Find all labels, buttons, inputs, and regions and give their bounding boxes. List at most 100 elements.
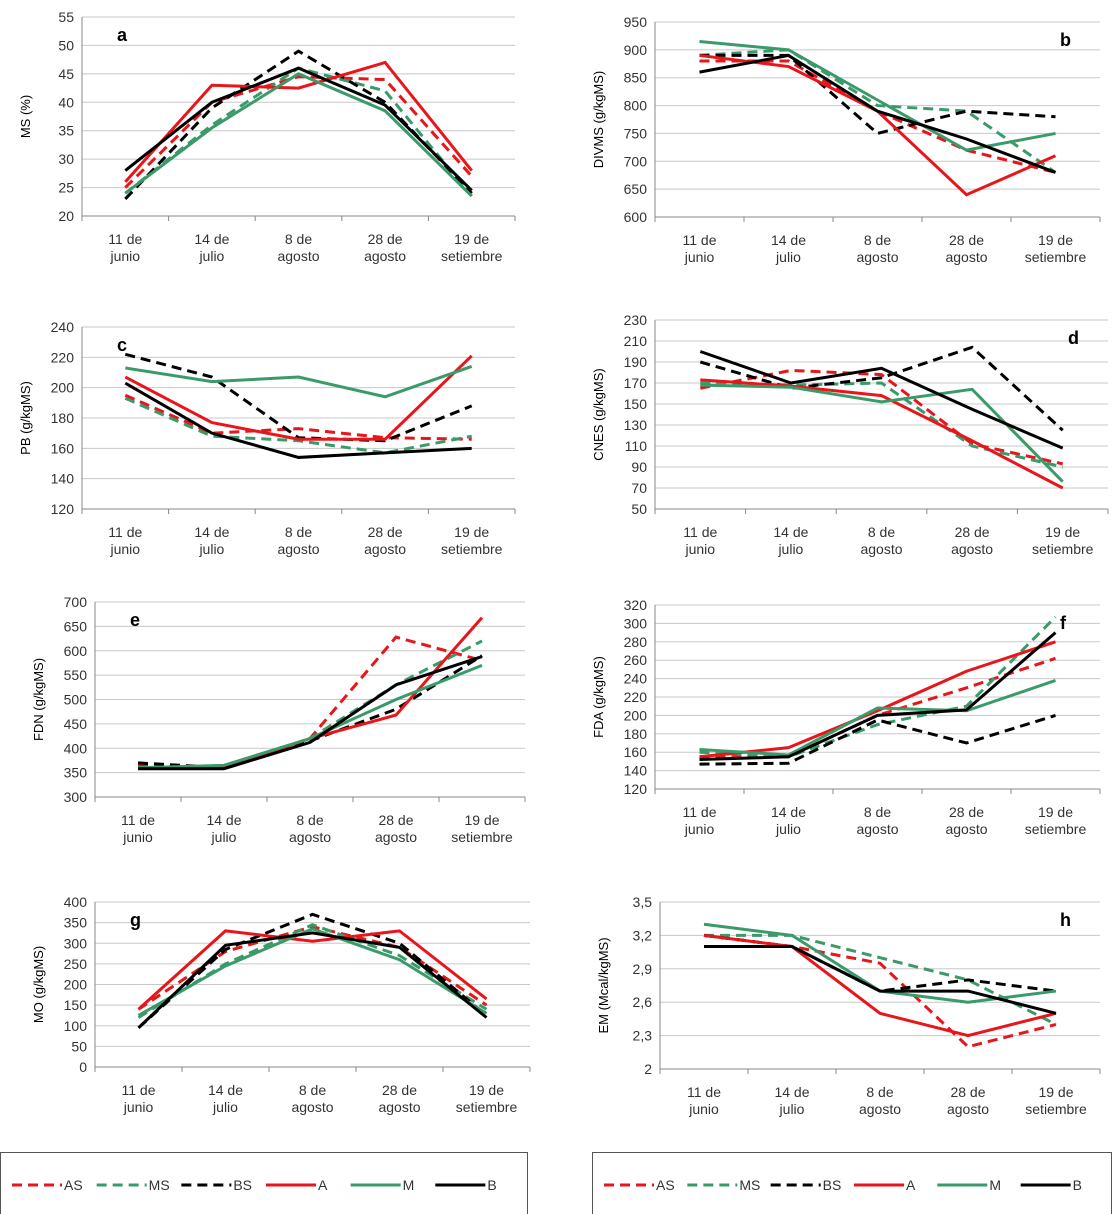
series-line bbox=[124, 381, 472, 459]
legend-label: BS bbox=[233, 1177, 252, 1193]
series-line bbox=[137, 912, 488, 1029]
series-line bbox=[137, 925, 488, 1011]
y-tick-label: 850 bbox=[624, 70, 648, 86]
legend-label: MS bbox=[739, 1177, 760, 1193]
legend-label: MS bbox=[149, 1177, 170, 1193]
y-tick-label: 300 bbox=[64, 935, 88, 951]
y-tick-label: 200 bbox=[51, 380, 75, 396]
x-tick-label: 8 de agosto bbox=[856, 232, 898, 265]
series-line bbox=[137, 927, 488, 1017]
y-tick-label: 3,5 bbox=[633, 894, 653, 910]
y-tick-label: 260 bbox=[624, 652, 648, 668]
series-line bbox=[124, 75, 473, 189]
y-tick-label: 280 bbox=[624, 634, 648, 650]
y-tick-label: 500 bbox=[64, 692, 88, 708]
y-tick-label: 450 bbox=[64, 716, 88, 732]
y-tick-label: 900 bbox=[624, 42, 648, 58]
x-tick-label: 28 de agosto bbox=[375, 812, 417, 845]
y-tick-label: 160 bbox=[51, 440, 75, 456]
series-line bbox=[125, 365, 473, 399]
panel-label: h bbox=[1060, 910, 1071, 930]
legend-label: B bbox=[487, 1177, 496, 1193]
y-tick-label: 550 bbox=[64, 667, 88, 683]
series-line bbox=[703, 933, 1057, 1038]
x-tick-label: 11 de junio bbox=[122, 1082, 156, 1115]
series-line bbox=[700, 378, 1064, 490]
series-line bbox=[138, 616, 484, 770]
y-tick-label: 150 bbox=[64, 997, 88, 1013]
x-tick-label: 19 de setiembre bbox=[1032, 524, 1094, 557]
series-line bbox=[124, 354, 473, 441]
y-axis-title: MO (g/kgMS) bbox=[31, 946, 46, 1023]
series-line bbox=[699, 40, 1056, 152]
x-tick-label: 28 de agosto bbox=[945, 804, 987, 837]
x-tick-label: 28 de agosto bbox=[378, 1082, 420, 1115]
x-tick-label: 11 de junio bbox=[683, 804, 717, 837]
y-tick-label: 650 bbox=[624, 181, 648, 197]
series-line bbox=[124, 60, 473, 183]
y-tick-label: 50 bbox=[71, 1038, 87, 1054]
series-line bbox=[137, 929, 488, 1011]
y-tick-label: 200 bbox=[624, 707, 648, 723]
series-line bbox=[699, 53, 1056, 136]
y-tick-label: 140 bbox=[51, 471, 75, 487]
y-tick-label: 350 bbox=[64, 915, 88, 931]
x-tick-label: 11 de junio bbox=[121, 812, 155, 845]
y-tick-label: 700 bbox=[64, 594, 88, 610]
x-tick-label: 19 de setiembre bbox=[451, 812, 513, 845]
y-tick-label: 160 bbox=[624, 744, 648, 760]
legend-box bbox=[592, 1152, 1112, 1214]
y-tick-label: 240 bbox=[51, 319, 75, 335]
y-tick-label: 220 bbox=[51, 349, 75, 365]
legend-label: A bbox=[318, 1177, 328, 1193]
y-axis-title: MS (%) bbox=[18, 95, 33, 138]
x-tick-label: 8 de agosto bbox=[856, 804, 898, 837]
x-tick-label: 8 de agosto bbox=[277, 231, 319, 264]
panel-label: c bbox=[117, 335, 127, 355]
series-line bbox=[699, 631, 1057, 762]
y-tick-label: 50 bbox=[631, 501, 647, 517]
series-line bbox=[699, 656, 1056, 759]
y-tick-label: 350 bbox=[64, 765, 88, 781]
y-tick-label: 230 bbox=[624, 312, 648, 328]
y-tick-label: 25 bbox=[58, 180, 74, 196]
y-axis-title: EM (Mcal/kgMS) bbox=[596, 937, 611, 1033]
series-line bbox=[703, 933, 1057, 993]
x-tick-label: 14 de julio bbox=[771, 232, 806, 265]
y-tick-label: 400 bbox=[64, 740, 88, 756]
y-tick-label: 0 bbox=[79, 1059, 87, 1075]
y-tick-label: 300 bbox=[624, 615, 648, 631]
y-tick-label: 600 bbox=[64, 643, 88, 659]
x-tick-label: 11 de junio bbox=[108, 231, 142, 264]
x-tick-label: 8 de agosto bbox=[277, 524, 319, 557]
y-tick-label: 140 bbox=[624, 763, 648, 779]
y-tick-label: 100 bbox=[64, 1018, 88, 1034]
series-line bbox=[137, 931, 488, 1029]
panel-label: a bbox=[117, 25, 128, 45]
x-tick-label: 28 de agosto bbox=[945, 232, 987, 265]
y-tick-label: 55 bbox=[58, 9, 74, 25]
y-tick-label: 950 bbox=[624, 14, 648, 30]
y-tick-label: 240 bbox=[624, 671, 648, 687]
y-tick-label: 150 bbox=[624, 396, 648, 412]
y-tick-label: 40 bbox=[58, 94, 74, 110]
x-tick-label: 19 de setiembre bbox=[1025, 232, 1087, 265]
x-tick-label: 19 de setiembre bbox=[1025, 804, 1087, 837]
series-line bbox=[704, 945, 1057, 1015]
y-tick-label: 2,9 bbox=[633, 961, 653, 977]
legend-label: B bbox=[1073, 1177, 1082, 1193]
y-tick-label: 400 bbox=[64, 894, 88, 910]
y-tick-label: 210 bbox=[624, 333, 648, 349]
y-tick-label: 180 bbox=[51, 410, 75, 426]
y-tick-label: 120 bbox=[51, 501, 75, 517]
series-line bbox=[703, 933, 1057, 1049]
y-tick-label: 2 bbox=[644, 1061, 652, 1077]
series-line bbox=[699, 350, 1064, 450]
y-tick-label: 3,2 bbox=[633, 927, 653, 943]
y-tick-label: 90 bbox=[631, 459, 647, 475]
y-tick-label: 170 bbox=[624, 375, 648, 391]
series-line bbox=[124, 66, 473, 192]
y-tick-label: 300 bbox=[64, 789, 88, 805]
x-tick-label: 19 de setiembre bbox=[441, 231, 503, 264]
